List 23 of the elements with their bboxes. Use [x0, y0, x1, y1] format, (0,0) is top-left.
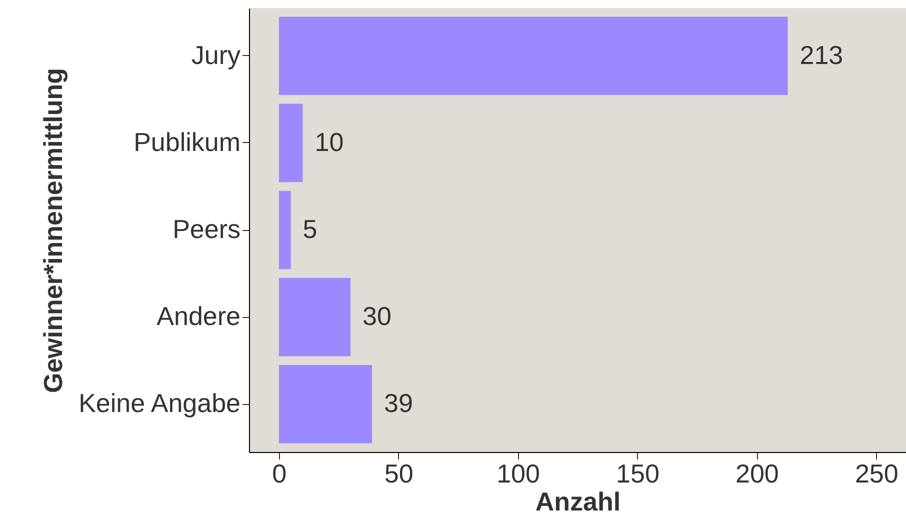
data-label: 213	[800, 40, 844, 70]
x-tick-label: 150	[616, 458, 660, 488]
x-tick-label: 0	[272, 458, 287, 488]
y-tick-label: Jury	[191, 40, 240, 70]
y-tick-label: Peers	[172, 214, 240, 244]
x-axis-title: Anzahl	[535, 486, 621, 516]
data-label: 30	[362, 301, 392, 332]
data-label: 10	[314, 126, 344, 157]
y-tick-label: Publikum	[134, 126, 240, 157]
y-axis-title: Gewinner*innenermittlung	[38, 68, 68, 394]
x-tick-label: 100	[496, 458, 540, 488]
x-tick-label: 50	[384, 458, 414, 488]
bar	[278, 190, 291, 270]
y-tick-label: Andere	[156, 301, 240, 332]
bar	[278, 278, 351, 356]
x-tick-label: 200	[735, 458, 779, 488]
y-tick-label: Keine Angabe	[78, 388, 240, 418]
data-label: 5	[302, 214, 318, 244]
bar	[278, 364, 372, 444]
bar	[278, 104, 303, 182]
x-tick-label: 250	[854, 458, 898, 488]
bar	[278, 16, 788, 96]
data-label: 39	[384, 388, 413, 418]
